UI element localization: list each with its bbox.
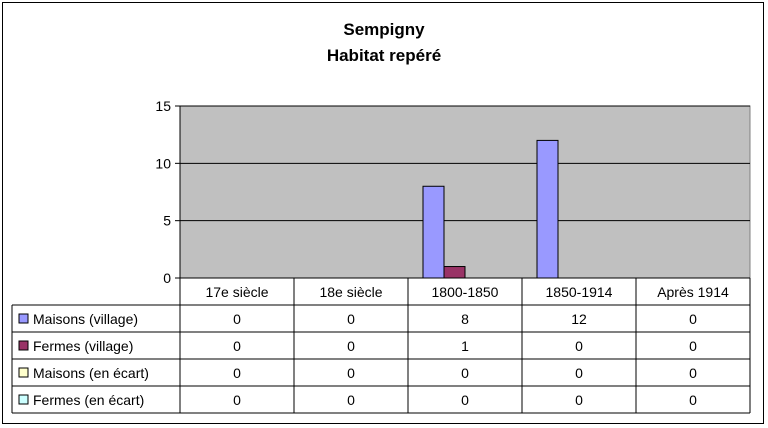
bar: [422, 185, 445, 279]
y-tick-label: 10: [155, 155, 171, 171]
data-label: 0: [461, 392, 469, 408]
data-label: 0: [575, 338, 583, 354]
series-name: Maisons (en écart): [33, 365, 149, 381]
data-label: 0: [575, 392, 583, 408]
legend-swatch: [18, 340, 29, 351]
bar: [443, 266, 466, 279]
y-tick-label: 5: [163, 213, 171, 229]
series-name: Fermes (en écart): [33, 392, 144, 408]
plot-area: [179, 105, 751, 279]
legend-swatch: [18, 394, 29, 405]
data-label: 0: [233, 338, 241, 354]
bar: [536, 139, 559, 279]
chart-title-line-1: Sempigny: [343, 20, 425, 39]
data-label: 0: [575, 365, 583, 381]
data-label: 0: [689, 365, 697, 381]
data-label: 0: [347, 392, 355, 408]
legend-swatch: [18, 313, 29, 324]
data-label: 0: [461, 365, 469, 381]
data-label: 0: [233, 392, 241, 408]
category-label: Après 1914: [657, 284, 729, 300]
series-name: Maisons (village): [33, 311, 138, 327]
y-tick-label: 0: [163, 270, 171, 286]
category-label: 18e siècle: [319, 284, 382, 300]
category-label: 17e siècle: [205, 284, 268, 300]
category-label: 1800-1850: [432, 284, 499, 300]
data-label: 0: [347, 365, 355, 381]
data-label: 8: [461, 311, 469, 327]
data-label: 0: [347, 338, 355, 354]
data-label: 12: [571, 311, 587, 327]
chart-title-line-2: Habitat repéré: [326, 46, 442, 65]
series-name: Fermes (village): [33, 338, 133, 354]
data-label: 0: [689, 338, 697, 354]
data-label: 0: [233, 311, 241, 327]
category-label: 1850-1914: [546, 284, 613, 300]
data-label: 1: [461, 338, 469, 354]
legend-swatch: [18, 367, 29, 378]
data-label: 0: [689, 392, 697, 408]
y-tick-label: 15: [155, 98, 171, 114]
data-label: 0: [347, 311, 355, 327]
data-label: 0: [233, 365, 241, 381]
data-label: 0: [689, 311, 697, 327]
